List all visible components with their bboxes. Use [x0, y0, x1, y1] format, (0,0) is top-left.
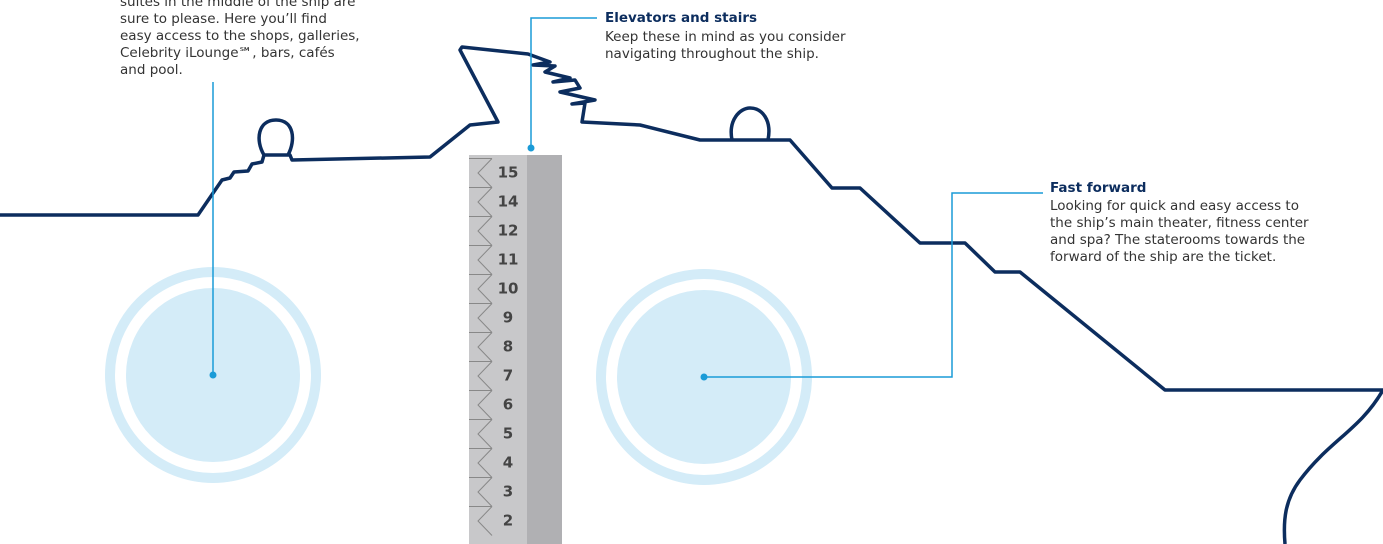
text-line: Looking for quick and easy access to	[1050, 198, 1299, 214]
text-line: navigating throughout the ship.	[605, 46, 819, 62]
text-line: Celebrity iLounge℠, bars, cafés	[120, 45, 335, 61]
deck-number: 9	[503, 309, 513, 327]
deck-number: 15	[498, 164, 519, 182]
deck-divider	[469, 477, 493, 507]
deck-number: 3	[503, 483, 513, 501]
deck-number: 7	[503, 367, 513, 385]
deck-divider	[469, 216, 493, 246]
deck-number: 6	[503, 396, 513, 414]
deck-divider	[469, 361, 493, 391]
deck-number: 8	[503, 338, 513, 356]
deck-labels: 15 14 12 11 10 9 8 7 6 5 4 3 2	[498, 164, 519, 530]
text-line: and spa? The staterooms towards the	[1050, 232, 1305, 248]
ship-dome	[257, 118, 295, 156]
deck-divider	[469, 506, 493, 536]
text-line: easy access to the shops, galleries,	[120, 28, 360, 44]
deck-divider	[469, 274, 493, 304]
deck-divider	[469, 303, 493, 333]
deck-number: 10	[498, 280, 519, 298]
callout-title: Elevators and stairs	[605, 10, 757, 26]
callout-lines	[212, 17, 1043, 378]
deck-divider	[469, 448, 493, 478]
deck-divider	[469, 390, 493, 420]
deck-divider	[469, 245, 493, 275]
deck-number: 4	[503, 454, 513, 472]
elevator-column	[527, 155, 562, 544]
deck-column	[469, 155, 527, 544]
deck-dividers	[469, 158, 493, 536]
text-line: sure to please. Here you’ll find	[120, 11, 327, 27]
ship-outline	[0, 45, 1383, 544]
callout-text: Looking for quick and easy access to the …	[1050, 198, 1309, 265]
deck-number: 5	[503, 425, 513, 443]
deck-number: 2	[503, 512, 513, 530]
callout-title: Fast forward	[1050, 180, 1146, 196]
text-line: forward of the ship are the ticket.	[1050, 249, 1276, 265]
deck-number: 11	[498, 251, 519, 269]
deck-divider	[469, 419, 493, 449]
text-line: Keep these in mind as you consider	[605, 29, 846, 45]
deck-divider	[469, 332, 493, 362]
callout-text: Keep these in mind as you consider naviga…	[605, 29, 846, 62]
deck-divider	[469, 158, 493, 188]
deck-number: 12	[498, 222, 519, 240]
callout-dots	[209, 144, 708, 381]
text-line: the ship’s main theater, fitness center	[1050, 215, 1309, 231]
text-line: and pool.	[120, 62, 183, 78]
text-line: suites in the middle of the ship are	[120, 0, 355, 10]
deck-number: 14	[498, 193, 519, 211]
ship-dome	[729, 106, 771, 141]
callout-text: suites in the middle of the ship are sure…	[120, 0, 360, 78]
deck-divider	[469, 187, 493, 217]
